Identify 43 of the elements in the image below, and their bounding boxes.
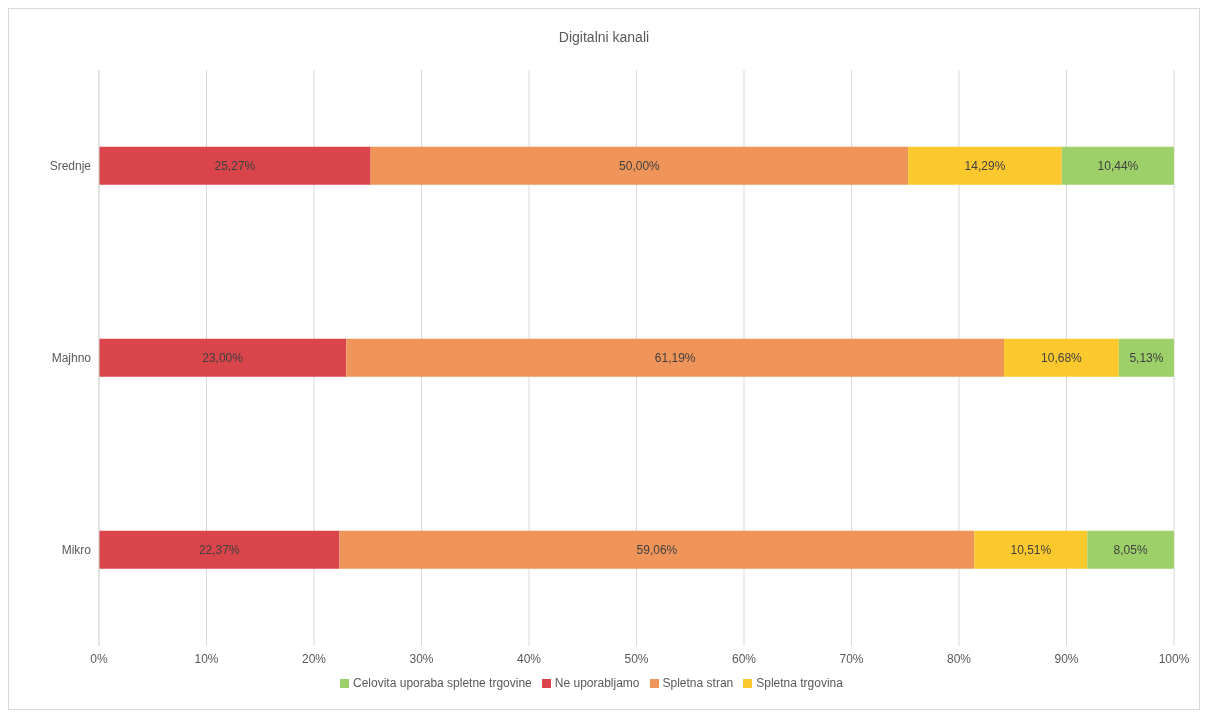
data-label: 25,27% (214, 158, 256, 173)
chart-title: Digitalni kanali (557, 28, 651, 45)
x-tick-label: 10% (194, 651, 219, 666)
data-label: 50,00% (619, 158, 661, 173)
data-label: 5,13% (1129, 350, 1164, 365)
x-tick-label: 90% (1054, 651, 1079, 666)
x-tick-label: 40% (516, 651, 542, 666)
x-tick-label: 70% (839, 651, 864, 666)
bar (1061, 146, 1174, 185)
data-label: 22,37% (198, 542, 240, 557)
y-tick-label: Majhno (51, 351, 92, 366)
data-label: 59,06% (636, 542, 678, 557)
bar (339, 530, 975, 569)
y-tick-label: Srednje (49, 159, 92, 174)
data-label: 10,68% (1041, 350, 1083, 365)
bar (99, 338, 347, 377)
bar (908, 146, 1062, 185)
bar (1004, 338, 1119, 377)
legend-label: Spletna trgovina (756, 676, 843, 690)
legend-label: Celovita uporaba spletne trgovine (353, 676, 532, 690)
data-label: 10,51% (1010, 542, 1052, 557)
legend-label: Spletna stran (662, 676, 734, 690)
x-tick-label: 100% (1158, 651, 1190, 666)
data-label: 10,44% (1097, 158, 1139, 173)
y-tick-label: Mikro (61, 543, 92, 558)
x-tick-label: 0% (90, 651, 108, 666)
data-label: 14,29% (964, 158, 1006, 173)
bar (346, 338, 1005, 377)
bar (99, 530, 340, 569)
data-label: 23,00% (202, 350, 244, 365)
bar (1118, 338, 1174, 377)
data-label: 61,19% (654, 350, 696, 365)
bar (370, 146, 909, 185)
x-tick-label: 30% (409, 651, 434, 666)
x-tick-label: 50% (624, 651, 649, 666)
x-tick-label: 60% (731, 651, 757, 666)
legend-label: Ne uporabljamo (554, 676, 640, 690)
bar (99, 146, 371, 185)
x-tick-label: 20% (301, 651, 327, 666)
bar (1087, 530, 1174, 569)
bar (974, 530, 1088, 569)
data-label: 8,05% (1113, 542, 1148, 557)
x-tick-label: 80% (946, 651, 972, 666)
